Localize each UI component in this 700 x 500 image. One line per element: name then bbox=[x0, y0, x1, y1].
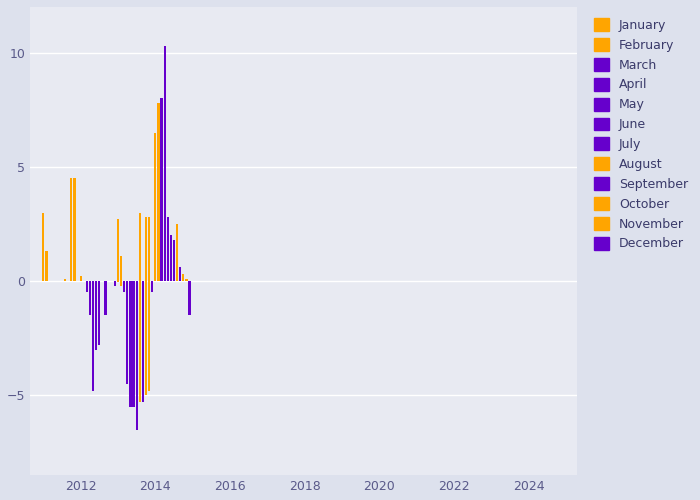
Bar bbox=[179, 268, 181, 281]
Bar bbox=[139, 212, 141, 281]
Bar bbox=[154, 132, 157, 281]
Bar bbox=[176, 224, 178, 281]
Legend: January, February, March, April, May, June, July, August, September, October, No: January, February, March, April, May, Ju… bbox=[589, 13, 693, 256]
Bar bbox=[145, 281, 147, 395]
Bar bbox=[70, 178, 73, 281]
Bar bbox=[145, 217, 147, 281]
Bar bbox=[167, 217, 169, 281]
Bar bbox=[42, 212, 45, 281]
Bar bbox=[148, 276, 150, 281]
Bar bbox=[136, 281, 138, 430]
Bar bbox=[120, 256, 122, 281]
Bar bbox=[120, 281, 122, 285]
Bar bbox=[160, 98, 162, 281]
Bar bbox=[158, 103, 160, 281]
Bar bbox=[114, 281, 116, 285]
Bar bbox=[170, 236, 172, 281]
Bar bbox=[145, 276, 147, 281]
Bar bbox=[151, 281, 153, 292]
Bar bbox=[164, 46, 166, 281]
Bar bbox=[130, 281, 132, 406]
Bar bbox=[186, 279, 188, 281]
Bar bbox=[86, 281, 88, 292]
Bar bbox=[95, 281, 97, 349]
Bar bbox=[126, 281, 129, 384]
Bar bbox=[104, 281, 106, 316]
Bar bbox=[98, 281, 101, 345]
Bar bbox=[92, 281, 94, 390]
Bar bbox=[46, 252, 48, 281]
Bar bbox=[148, 281, 150, 390]
Bar bbox=[117, 220, 119, 281]
Bar bbox=[188, 281, 190, 316]
Bar bbox=[139, 281, 141, 402]
Bar bbox=[148, 217, 150, 281]
Bar bbox=[123, 281, 125, 292]
Bar bbox=[132, 281, 134, 406]
Bar bbox=[182, 274, 185, 281]
Bar bbox=[64, 279, 66, 281]
Bar bbox=[117, 281, 119, 282]
Bar bbox=[173, 240, 175, 281]
Bar bbox=[80, 276, 82, 281]
Bar bbox=[74, 178, 76, 281]
Bar bbox=[142, 281, 144, 402]
Bar bbox=[89, 281, 91, 316]
